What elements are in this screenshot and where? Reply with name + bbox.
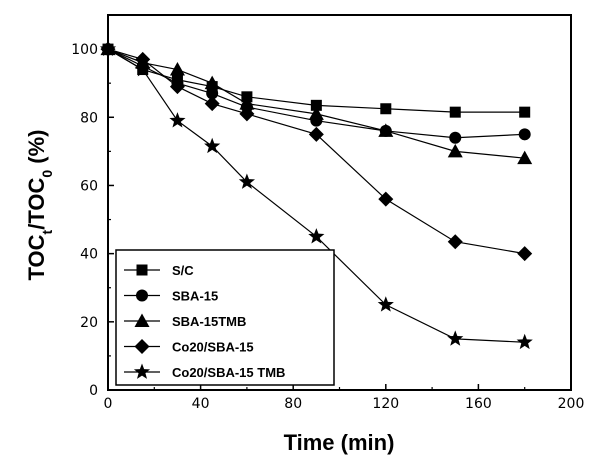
- legend-marker-1: [136, 289, 148, 302]
- y-tick-label-5: 100: [71, 42, 98, 58]
- x-tick-label-5: 200: [558, 396, 585, 412]
- legend-marker-0: [136, 264, 148, 276]
- data-point-3-3: [204, 96, 220, 112]
- legend-marker-2: [134, 313, 150, 327]
- y-title-sub-0: 0: [39, 170, 55, 178]
- data-point-1-8: [518, 128, 531, 141]
- y-title-main: TOC: [24, 234, 49, 280]
- y-title-mid: /TOC: [24, 178, 49, 230]
- data-point-4-3: [204, 137, 221, 154]
- y-title-unit: (%): [24, 130, 49, 170]
- y-tick-label-3: 60: [80, 178, 98, 194]
- data-point-4-0: [99, 40, 117, 56]
- x-tick-label-0: 0: [104, 396, 113, 412]
- data-point-4-7: [447, 330, 464, 346]
- data-point-0-6: [380, 103, 392, 115]
- data-point-2-2: [169, 62, 185, 76]
- data-point-3-4: [239, 106, 255, 122]
- series-4: [99, 40, 533, 350]
- data-point-4-1: [134, 61, 151, 77]
- legend-marker-4: [133, 363, 151, 379]
- series-layer: [99, 40, 533, 350]
- legend-label-2: SBA-15TMB: [172, 314, 246, 329]
- x-tick-label-1: 40: [192, 396, 210, 412]
- data-point-2-8: [517, 150, 533, 165]
- data-point-3-8: [517, 246, 533, 262]
- data-point-2-4: [239, 96, 255, 110]
- y-title-sub-t: t: [39, 229, 55, 234]
- data-point-4-2: [169, 112, 186, 128]
- data-point-4-6: [377, 296, 394, 312]
- x-tick-label-4: 160: [465, 396, 492, 412]
- data-point-3-1: [135, 51, 151, 67]
- data-point-0-8: [519, 106, 531, 118]
- y-tick-label-2: 40: [80, 247, 98, 263]
- data-point-3-6: [378, 191, 394, 207]
- data-point-1-3: [206, 87, 219, 100]
- legend-label-3: Co20/SBA-15: [172, 340, 254, 355]
- legend-marker-3: [134, 339, 150, 354]
- series-3: [100, 41, 533, 262]
- data-point-2-5: [308, 106, 324, 120]
- y-tick-label-1: 20: [80, 315, 98, 331]
- data-point-4-5: [308, 228, 325, 244]
- axis-ticks: 0 40 80 120 160 200 0 20 40 60 80 100: [71, 42, 584, 412]
- data-point-2-3: [204, 75, 220, 90]
- legend-label-0: S/C: [172, 263, 194, 278]
- x-axis-title: Time (min): [284, 430, 395, 455]
- data-point-3-2: [169, 79, 185, 95]
- x-tick-label-2: 80: [284, 396, 302, 412]
- data-point-3-5: [308, 126, 324, 142]
- data-point-1-7: [449, 131, 462, 144]
- x-tick-label-3: 120: [372, 396, 399, 412]
- data-point-2-7: [447, 143, 463, 158]
- data-point-4-4: [238, 173, 255, 189]
- data-point-4-8: [516, 333, 533, 350]
- legend-box: [115, 249, 335, 386]
- y-tick-label-4: 80: [80, 110, 98, 126]
- data-point-3-7: [447, 234, 463, 250]
- legend-label-1: SBA-15: [172, 289, 218, 304]
- data-point-0-7: [449, 106, 461, 118]
- y-tick-label-0: 0: [89, 383, 98, 399]
- legend: S/C SBA-15 SBA-15TMB Co20/SBA-15 Co20/SBA-15…: [115, 249, 335, 386]
- legend-label-4: Co20/SBA-15 TMB: [172, 365, 285, 380]
- data-point-0-5: [310, 99, 322, 111]
- y-axis-title: TOCt/TOC0 (%): [24, 130, 55, 281]
- data-point-2-6: [378, 123, 394, 137]
